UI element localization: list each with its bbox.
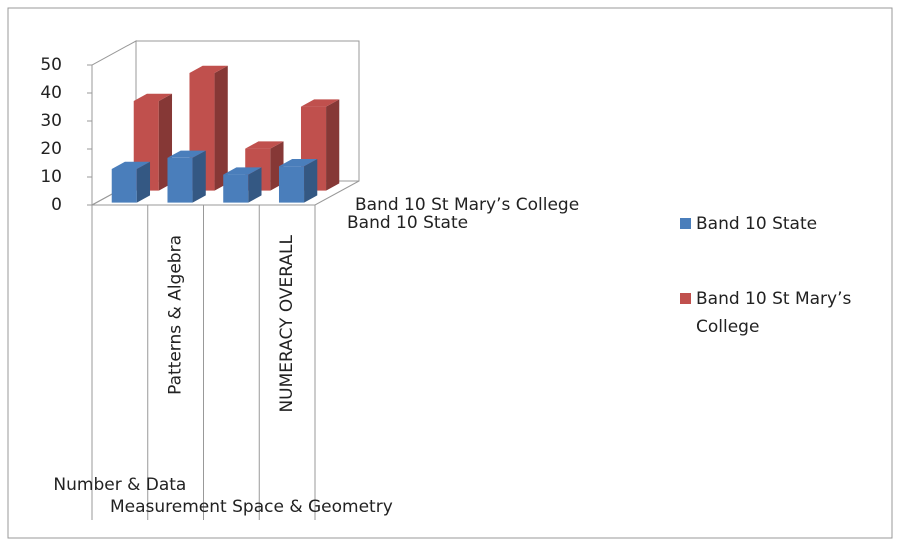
x-tick-label: NUMERACY OVERALL xyxy=(277,234,297,412)
bar-top xyxy=(300,99,340,107)
legend-label: Band 10 St Mary’s College xyxy=(696,289,852,337)
bar-front xyxy=(167,157,193,203)
bar xyxy=(111,161,151,203)
bar-side xyxy=(214,65,228,191)
depth-label: Band 10 State xyxy=(347,213,468,233)
y-tick-label: 30 xyxy=(40,111,62,131)
bar xyxy=(278,159,318,203)
y-tick-label: 40 xyxy=(40,83,62,103)
bar-top xyxy=(223,167,262,175)
y-tick-label: 50 xyxy=(40,55,62,75)
bar-top xyxy=(167,150,206,158)
x-tick-label: Measurement Space & Geometry xyxy=(110,497,393,517)
y-tick-label: 0 xyxy=(51,195,62,215)
bar-side xyxy=(304,159,318,203)
bar-front xyxy=(278,166,305,203)
bar-top xyxy=(111,161,151,169)
y-tick-label: 10 xyxy=(40,167,62,187)
bar-front xyxy=(111,169,137,203)
legend-swatch xyxy=(680,218,691,229)
chart-border xyxy=(7,7,893,539)
legend-swatch xyxy=(680,293,691,304)
bar xyxy=(167,150,206,203)
depth-label: Band 10 St Mary’s College xyxy=(355,195,579,215)
x-tick-label: Number & Data xyxy=(53,475,186,495)
bar-side xyxy=(136,161,151,203)
bar-top xyxy=(189,65,228,73)
bar-top xyxy=(278,159,318,167)
bar-side xyxy=(192,150,206,203)
legend-label: Band 10 State xyxy=(696,214,818,234)
bar xyxy=(223,167,262,203)
bar-top xyxy=(245,141,284,149)
x-tick-label: Patterns & Algebra xyxy=(166,235,186,395)
bar-front xyxy=(223,174,249,203)
bar-top xyxy=(133,93,173,101)
bar-side xyxy=(248,167,262,203)
bar-side xyxy=(326,99,340,191)
y-tick-label: 20 xyxy=(40,139,62,159)
